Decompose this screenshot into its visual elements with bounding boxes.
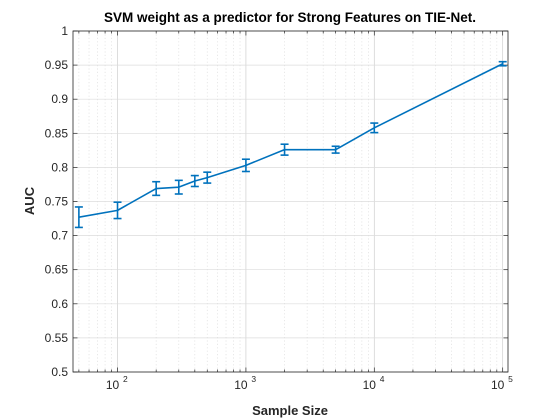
axis-ticks [73, 30, 508, 373]
y-tick-label: 0.75 [45, 195, 69, 209]
error-bar [174, 179, 183, 195]
chart-title: SVM weight as a predictor for Strong Fea… [104, 10, 476, 25]
error-bar [203, 171, 212, 184]
error-bar [241, 158, 250, 173]
x-tick-exponent: 2 [123, 374, 128, 384]
y-tick-label: 0.95 [45, 58, 69, 72]
error-bar [498, 60, 507, 67]
y-tick-label: 0.5 [51, 365, 68, 379]
y-tick-label: 0.85 [45, 126, 69, 140]
y-tick-label: 0.65 [45, 263, 69, 277]
error-bar [113, 201, 122, 220]
x-tick-label: 10 [234, 378, 248, 392]
error-bar [74, 206, 83, 229]
error-bar [280, 143, 289, 156]
y-tick-label: 1 [61, 24, 68, 38]
error-bar [331, 145, 340, 154]
y-tick-label: 0.55 [45, 331, 69, 345]
y-tick-label: 0.7 [51, 229, 68, 243]
y-tick-labels: 0.5 0.55 0.6 0.65 0.7 0.75 0.8 0.85 0.9 0.95 1 [45, 24, 69, 379]
y-tick-label: 0.9 [51, 92, 68, 106]
x-tick-exponent: 4 [380, 374, 385, 384]
y-tick-label: 0.8 [51, 160, 68, 174]
error-bar [190, 174, 199, 188]
error-bar [370, 122, 379, 134]
y-tick-label: 0.6 [51, 297, 68, 311]
data-series [74, 60, 507, 229]
error-bar [152, 180, 161, 197]
y-axis-label: AUC [22, 186, 37, 215]
x-tick-label: 10 [491, 378, 505, 392]
x-tick-exponent: 5 [508, 374, 513, 384]
x-tick-exponent: 3 [251, 374, 256, 384]
x-tick-label: 10 [363, 378, 377, 392]
x-tick-label: 10 [106, 378, 120, 392]
x-tick-labels: 10 2 10 3 10 4 10 5 [106, 374, 513, 392]
x-axis-label: Sample Size [252, 403, 328, 418]
